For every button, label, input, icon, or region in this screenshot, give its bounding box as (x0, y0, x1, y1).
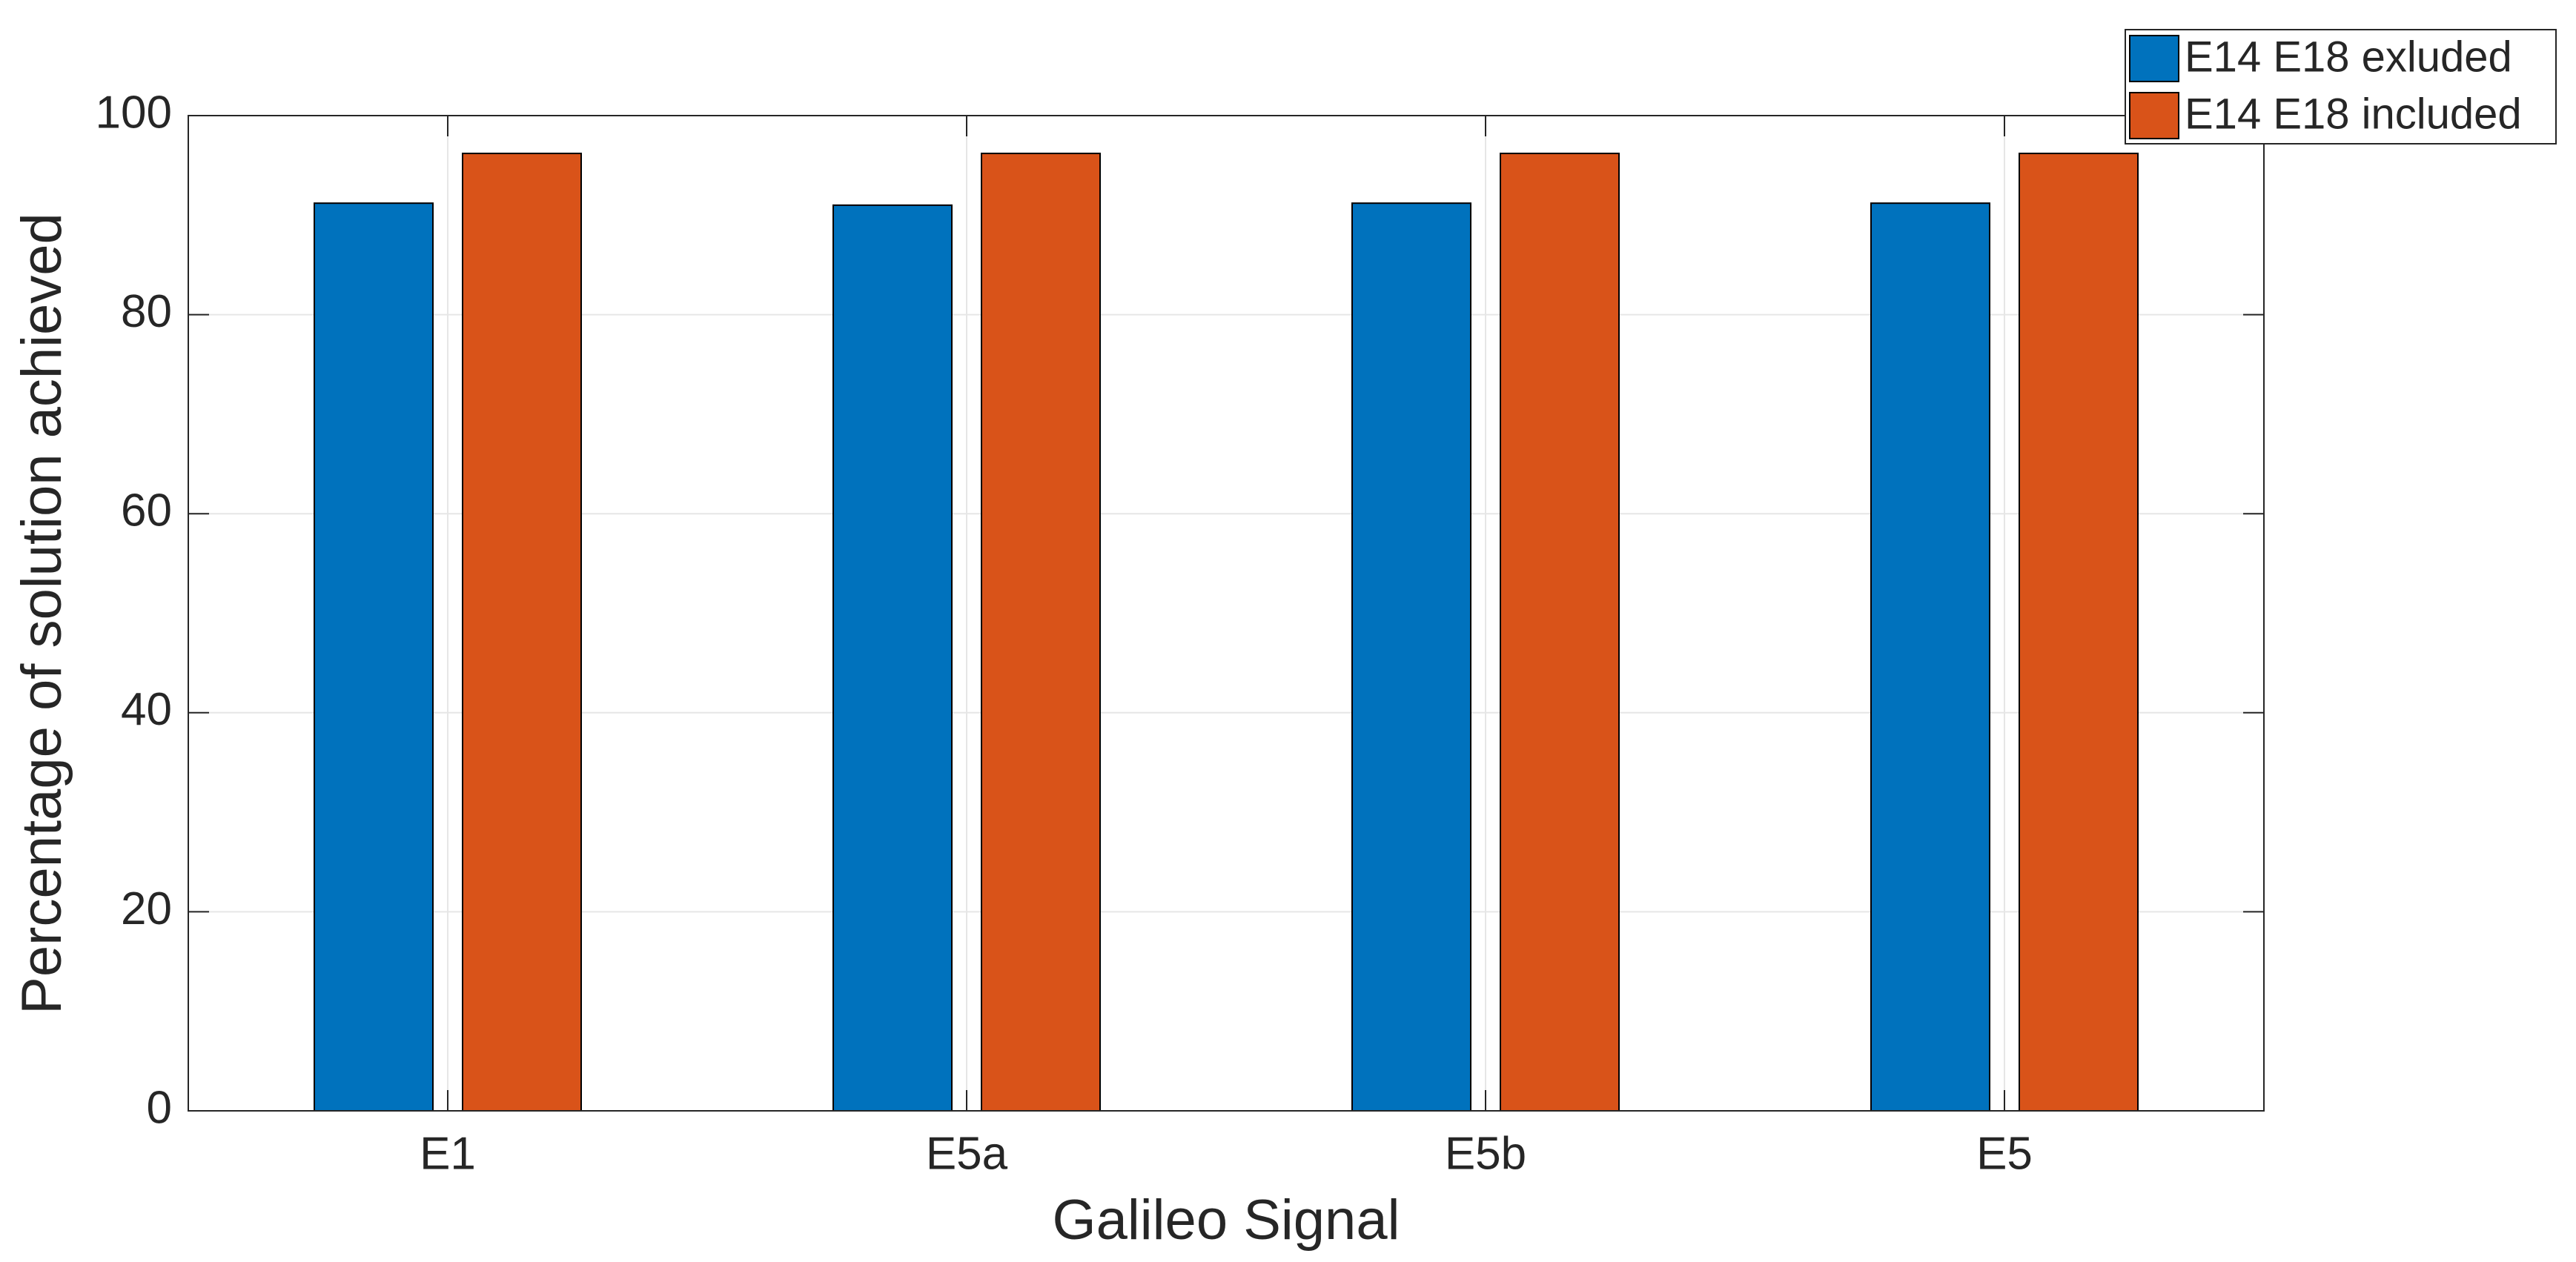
y-tick-label: 40 (121, 684, 172, 735)
y-tick-label: 60 (121, 485, 172, 537)
bar (314, 202, 434, 1112)
x-tick-label: E5a (926, 1128, 1008, 1179)
legend-label: E14 E18 included (2185, 90, 2522, 138)
legend-swatch (2129, 92, 2179, 139)
legend-swatch (2129, 35, 2179, 82)
bar (981, 153, 1101, 1112)
legend-label: E14 E18 exluded (2185, 33, 2512, 81)
bar (1351, 202, 1471, 1112)
x-tick-label: E5 (1976, 1128, 2033, 1179)
x-tick-label: E1 (420, 1128, 476, 1179)
x-axis-label: Galileo Signal (1053, 1189, 1400, 1252)
legend-box (2125, 29, 2557, 145)
bar (462, 153, 582, 1112)
y-tick-label: 100 (96, 87, 172, 138)
y-tick-label: 80 (121, 286, 172, 337)
y-axis-label: Percentage of solution achieved (10, 213, 73, 1014)
bar (2019, 153, 2139, 1112)
bar (1870, 202, 1990, 1112)
axes-box (188, 115, 2265, 1112)
bar (1500, 153, 1620, 1112)
bar (832, 204, 953, 1112)
x-tick-label: E5b (1445, 1128, 1526, 1179)
y-tick-label: 20 (121, 883, 172, 934)
y-tick-label: 0 (147, 1082, 172, 1133)
